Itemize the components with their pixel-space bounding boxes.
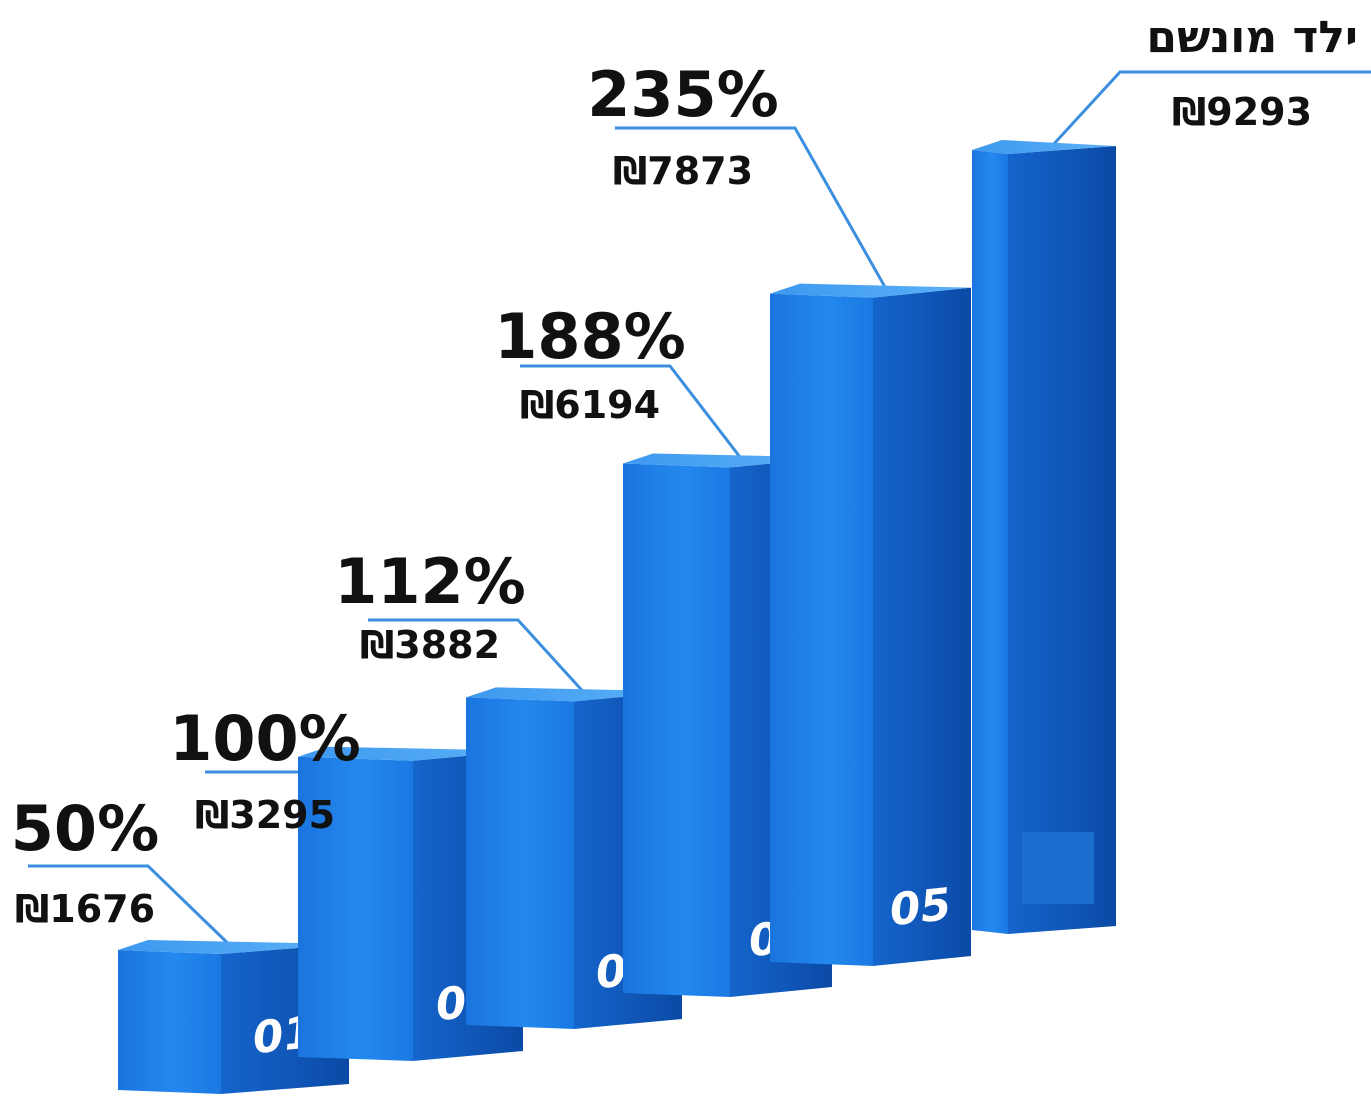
decor-square [1022, 832, 1094, 904]
annotation-label: ילד מונשם [1146, 12, 1358, 63]
percent-label-3: 112% [334, 545, 526, 618]
bars: 0102030405 [118, 140, 1116, 1094]
value-labels: 50% ₪1676 100% ₪3295 112% ₪3882 188% ₪6194 235% ₪… [11, 58, 1312, 931]
bar-front-1 [118, 950, 221, 1094]
leader-line-3 [368, 618, 594, 703]
percent-label-5: 235% [587, 58, 779, 131]
leader-line-5 [615, 126, 893, 299]
leader-line-4 [520, 364, 750, 469]
bar-top-1 [118, 940, 349, 954]
value-label-6: ₪9293 [1172, 90, 1312, 134]
leader-line-1 [28, 864, 241, 956]
value-label-3: ₪3882 [360, 623, 500, 667]
category-label-5: 05 [887, 879, 953, 936]
bar-side-5 [873, 287, 971, 966]
leader-lines [28, 70, 1371, 956]
value-label-5: ₪7873 [613, 149, 753, 193]
percent-label-4: 188% [494, 300, 686, 373]
bar-front-4 [623, 463, 730, 997]
bar-front-6 [972, 150, 1008, 934]
bar-front-5 [770, 293, 873, 966]
percent-label-2: 100% [169, 702, 361, 775]
leader-line-6 [1050, 70, 1371, 148]
percent-label-1: 50% [11, 792, 159, 865]
bar-front-2 [298, 756, 413, 1061]
value-label-1: ₪1676 [15, 887, 155, 931]
bar-top-5 [770, 283, 971, 298]
value-label-2: ₪3295 [195, 793, 335, 837]
value-label-4: ₪6194 [520, 383, 660, 427]
bar-top-6 [972, 140, 1116, 154]
bar-side-6 [1008, 146, 1116, 934]
bar-front-3 [466, 697, 574, 1029]
annotation-layer: ילד מונשם [1146, 12, 1358, 63]
